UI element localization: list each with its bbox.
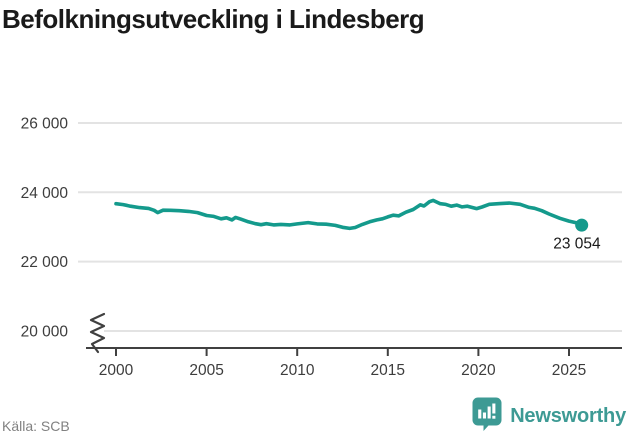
y-tick-label: 20 000 xyxy=(21,324,69,341)
chart-title: Befolkningsutveckling i Lindesberg xyxy=(2,4,425,34)
source-note: Källa: SCB xyxy=(2,418,70,434)
y-tick-label: 24 000 xyxy=(21,185,69,202)
newsworthy-logo: Newsworthy xyxy=(472,397,626,436)
brand-name: Newsworthy xyxy=(510,405,626,427)
x-tick-label: 2005 xyxy=(189,362,223,379)
x-tick-label: 2010 xyxy=(280,362,315,379)
x-axis-ticks xyxy=(115,348,570,356)
y-axis-labels: 20 000 22 000 24 000 26 000 xyxy=(21,115,69,340)
y-tick-label: 26 000 xyxy=(21,115,69,132)
population-line xyxy=(114,198,584,231)
x-tick-label: 2020 xyxy=(461,362,496,379)
end-value-label: 23 054 xyxy=(553,236,601,253)
x-tick-label: 2015 xyxy=(371,362,405,379)
axis-break-icon xyxy=(89,312,106,354)
end-point-marker xyxy=(575,218,589,232)
bar-chart-badge-icon xyxy=(472,397,503,436)
y-tick-label: 22 000 xyxy=(21,254,69,271)
x-tick-label: 2000 xyxy=(99,362,134,379)
x-axis-labels: 2000 2005 2010 2015 2020 2025 xyxy=(99,362,586,379)
x-tick-label: 2025 xyxy=(552,362,586,379)
gridlines xyxy=(78,121,622,332)
